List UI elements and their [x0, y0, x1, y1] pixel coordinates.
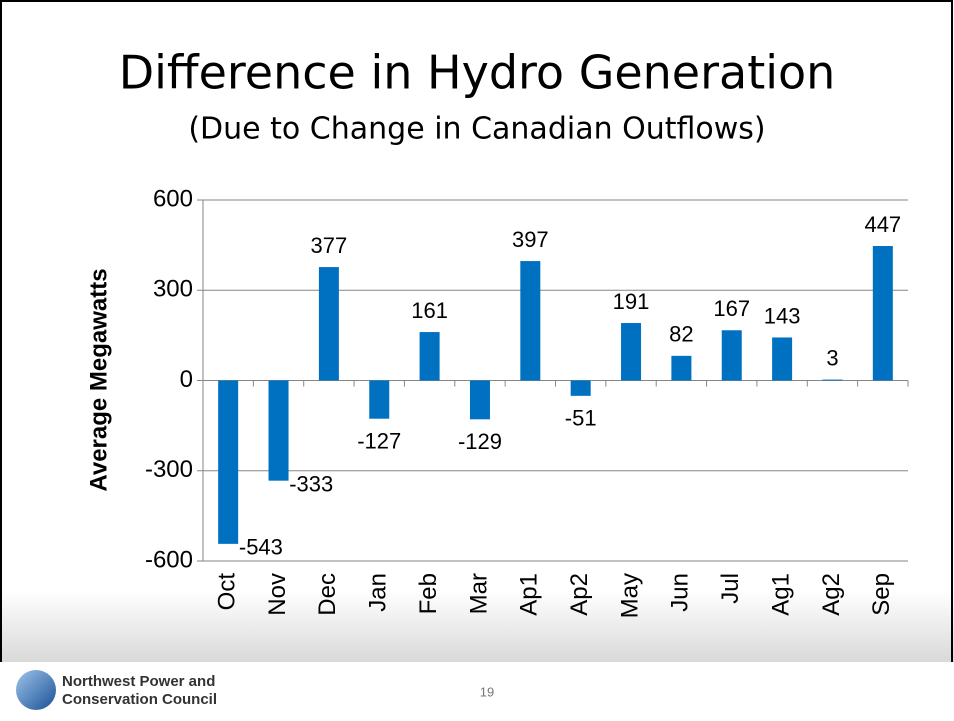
- value-label: -127: [357, 429, 401, 454]
- value-label: 82: [669, 322, 693, 347]
- bar: [218, 380, 239, 544]
- value-label: -543: [239, 535, 283, 560]
- bar: [268, 380, 289, 481]
- x-tick-label: Sep: [868, 573, 895, 616]
- value-label: 377: [311, 233, 348, 258]
- bar: [671, 355, 692, 381]
- org-name: Conservation Council: [62, 691, 217, 708]
- page-number: 19: [480, 684, 494, 699]
- bar: [721, 330, 742, 381]
- y-tick-label: 600: [153, 185, 193, 212]
- x-tick-label: Ap2: [566, 573, 593, 616]
- value-label: 3: [826, 345, 838, 370]
- bar: [469, 380, 490, 420]
- bar: [419, 332, 440, 381]
- slide-border: [0, 0, 953, 662]
- org-name: Northwest Power and: [62, 673, 215, 690]
- value-label: 167: [713, 296, 750, 321]
- y-tick-label: 0: [180, 366, 193, 393]
- y-tick-label: -300: [145, 456, 193, 483]
- footer-band: [0, 590, 954, 662]
- x-tick-label: Nov: [264, 573, 291, 616]
- bar: [772, 337, 793, 381]
- x-tick-label: Oct: [214, 573, 241, 611]
- value-label: -129: [458, 429, 502, 454]
- value-label: -51: [565, 406, 597, 431]
- y-tick-label: -600: [145, 546, 193, 573]
- x-tick-label: May: [616, 573, 643, 618]
- x-tick-label: Dec: [314, 573, 341, 616]
- x-tick-label: Ag1: [767, 573, 794, 616]
- x-tick-label: Mar: [465, 573, 492, 614]
- value-label: 397: [512, 227, 549, 252]
- bar: [570, 380, 591, 396]
- y-tick-label: 300: [153, 276, 193, 303]
- x-tick-label: Feb: [415, 573, 442, 614]
- logo: [16, 670, 56, 710]
- x-tick-label: Jan: [365, 573, 392, 612]
- x-tick-label: Ap1: [516, 573, 543, 616]
- bar: [621, 323, 642, 381]
- chart-subtitle: (Due to Change in Canadian Outflows): [188, 112, 765, 147]
- bar: [369, 380, 390, 419]
- value-label: 161: [411, 298, 448, 323]
- bar: [822, 379, 843, 381]
- bar: [318, 267, 339, 381]
- value-label: 191: [613, 289, 650, 314]
- y-axis-title: Average Megawatts: [85, 268, 112, 491]
- bar: [872, 246, 893, 381]
- x-tick-label: Ag2: [818, 573, 845, 616]
- x-tick-label: Jun: [667, 573, 694, 612]
- value-label: 447: [864, 212, 901, 237]
- chart-title: Difference in Hydro Generation: [119, 46, 836, 100]
- bar: [520, 261, 541, 381]
- value-label: -333: [289, 471, 333, 496]
- value-label: 143: [764, 303, 801, 328]
- x-tick-label: Jul: [717, 573, 744, 604]
